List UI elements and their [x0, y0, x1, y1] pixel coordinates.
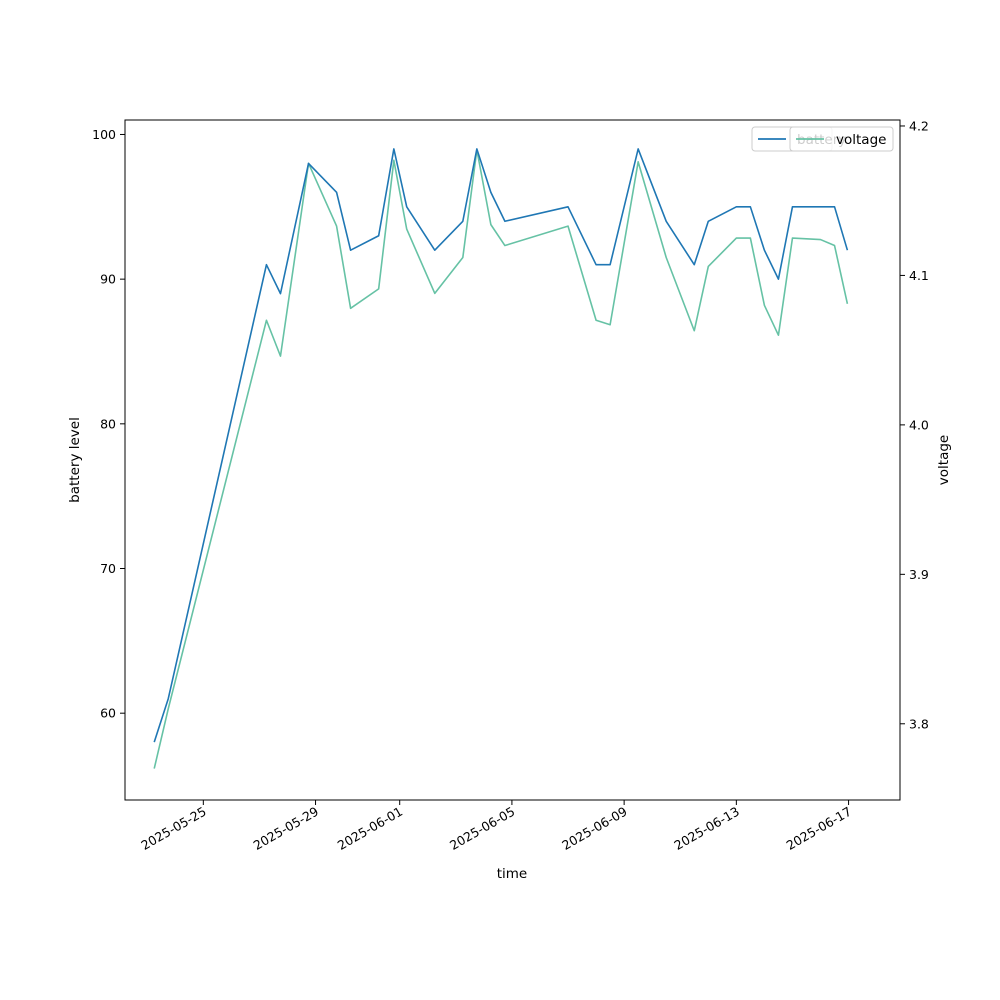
y-tick-label: 80: [100, 416, 116, 431]
legend-voltage: voltage: [789, 126, 894, 152]
y-tick-label: 100: [92, 127, 116, 142]
y2-tick-label: 4.0: [909, 417, 929, 432]
plot-frame: [124, 119, 901, 801]
y-tick-label: 60: [100, 706, 116, 721]
y-tick-label: 70: [100, 561, 116, 576]
y-axis-right: 3.8 3.9 4.0 4.1 4.2: [900, 118, 929, 731]
y-tick-label: 90: [100, 272, 116, 287]
x-axis-label: time: [497, 866, 528, 882]
y2-tick-label: 3.8: [909, 716, 929, 731]
legend-voltage-label: voltage: [836, 132, 886, 148]
y-axis-label: battery level: [67, 417, 83, 503]
series-layer: [153, 148, 849, 769]
y2-axis-label: voltage: [936, 435, 952, 485]
y2-tick-label: 3.9: [909, 567, 929, 582]
legend-voltage-frame: [789, 126, 894, 152]
series-line-battery: [153, 148, 849, 743]
y2-tick-label: 4.1: [909, 268, 929, 283]
series-line-voltage: [153, 149, 849, 769]
y-axis-left: 60 70 80 90 100: [92, 127, 125, 721]
y2-tick-label: 4.2: [909, 118, 929, 133]
